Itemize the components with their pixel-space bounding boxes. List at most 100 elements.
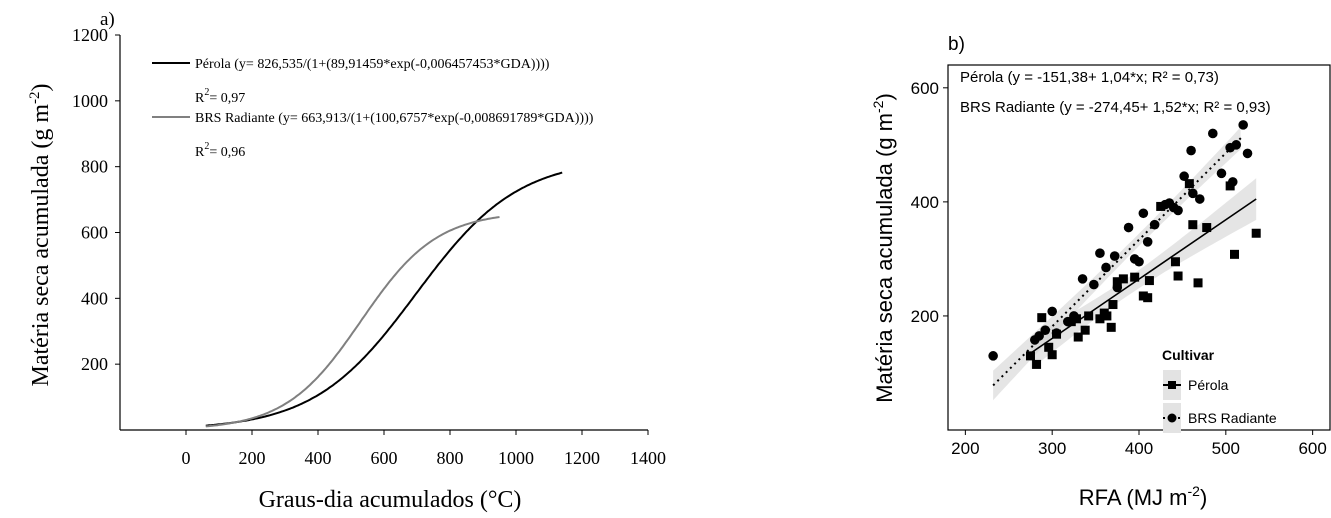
data-point-brs-radiante xyxy=(1089,279,1099,290)
data-point-brs-radiante xyxy=(1242,148,1253,159)
data-point-perola xyxy=(1080,325,1090,335)
data-point-perola xyxy=(1170,257,1180,267)
data-point-perola xyxy=(1106,322,1116,332)
data-point-brs-radiante xyxy=(1238,120,1248,130)
panel-a-x-tick-label: 1000 xyxy=(498,448,534,468)
panel-a-y-tick-label: 1200 xyxy=(72,25,108,45)
panel-b-y-tick-label: 400 xyxy=(911,193,939,212)
panel-a-x-tick-label: 0 xyxy=(182,448,191,468)
series-line-pérola xyxy=(205,171,563,427)
panel-b-x-tick-label: 400 xyxy=(1125,439,1153,458)
data-point-perola xyxy=(1184,179,1194,189)
data-point-brs-radiante xyxy=(1047,306,1057,317)
panel-b-x-tick-label: 200 xyxy=(951,439,979,458)
data-point-brs-radiante xyxy=(1101,262,1111,273)
data-point-brs-radiante xyxy=(1207,128,1218,139)
panel-b-label: b) xyxy=(948,34,965,55)
panel-a-y-tick-label: 400 xyxy=(81,288,108,308)
data-point-perola xyxy=(1112,277,1122,287)
data-point-brs-radiante xyxy=(1179,171,1189,182)
data-point-perola xyxy=(1188,220,1198,230)
data-point-perola xyxy=(1130,272,1140,282)
panel-a-label: a) xyxy=(100,9,115,30)
panel-a-y-tick-label: 200 xyxy=(81,354,108,374)
data-point-perola xyxy=(1144,276,1154,286)
data-point-brs-radiante xyxy=(1112,282,1123,293)
data-point-perola xyxy=(1143,293,1153,303)
panel-a-x-title: Graus-dia acumulados (°C) xyxy=(259,487,522,513)
panel-a-y-title: Matéria seca acumulada (g m-2) xyxy=(27,83,54,386)
data-point-perola xyxy=(1230,249,1239,259)
data-point-perola xyxy=(1047,350,1057,360)
panel-a-legend: Pérola (y= 826,535/(1+(89,91459*exp(-0,0… xyxy=(152,57,594,160)
data-point-brs-radiante xyxy=(1227,177,1238,187)
data-point-brs-radiante xyxy=(1034,331,1044,341)
panel-a-x-tick-label: 1200 xyxy=(564,448,600,468)
panel-b-points xyxy=(988,120,1261,369)
data-point-brs-radiante xyxy=(1109,251,1120,261)
panel-b-y-tick-label: 600 xyxy=(911,79,939,98)
legend-text-radiante: BRS Radiante (y= 663,913/(1+(100,6757*ex… xyxy=(195,111,594,126)
data-point-perola xyxy=(1118,274,1128,284)
data-point-brs-radiante xyxy=(1040,325,1051,335)
panel-a-ticks: 0 200 400 600 800 1000 1200 1400 200 400 600 800 100… xyxy=(72,25,666,468)
panel-b-ticks: 200 300 400 500 600 200 400 600 xyxy=(911,79,1327,458)
legend-key-square-marker xyxy=(1168,381,1176,389)
panel-b-x-tick-label: 300 xyxy=(1038,439,1066,458)
data-point-perola xyxy=(1193,278,1203,288)
panel-b-regression-lines xyxy=(992,135,1257,387)
equation-radiante: BRS Radiante (y = -274,45+ 1,52*x; R² = … xyxy=(960,99,1271,116)
data-point-brs-radiante xyxy=(988,351,998,361)
series-line-brs-radiante xyxy=(205,216,500,428)
data-point-brs-radiante xyxy=(1123,222,1134,233)
panel-b-y-title: Matéria seca acumulada (g m-2) xyxy=(870,93,897,403)
panel-b-legend: Cultivar Pérola BRS Radiante xyxy=(1162,347,1277,433)
panel-b-y-tick-label: 200 xyxy=(911,307,939,326)
data-point-brs-radiante xyxy=(1216,168,1227,179)
legend-item-radiante: BRS Radiante xyxy=(1188,410,1277,426)
panel-b: b) 200 300 400 500 600 200 400 600 Pérola (y = … xyxy=(870,34,1331,510)
panel-b-x-tick-label: 600 xyxy=(1298,439,1326,458)
data-point-brs-radiante xyxy=(1231,140,1242,150)
data-point-brs-radiante xyxy=(1138,208,1149,219)
regression-line-brs-radiante xyxy=(992,135,1244,387)
equation-perola: Pérola (y = -151,38+ 1,04*x; R² = 0,73) xyxy=(960,69,1219,86)
data-point-brs-radiante xyxy=(1194,194,1205,204)
panel-a-series xyxy=(205,171,563,428)
data-point-perola xyxy=(1202,223,1212,233)
legend-title: Cultivar xyxy=(1162,347,1215,363)
data-point-brs-radiante xyxy=(1069,311,1079,321)
panel-a: a) 0 200 400 600 800 1000 1200 1400 200 400 600 800… xyxy=(27,9,666,513)
panel-b-x-tick-label: 500 xyxy=(1212,439,1240,458)
data-point-brs-radiante xyxy=(1134,256,1144,267)
data-point-brs-radiante xyxy=(1051,328,1062,338)
confidence-band-pérola xyxy=(1030,178,1257,370)
data-point-perola xyxy=(1032,359,1042,369)
panel-a-x-tick-label: 1400 xyxy=(630,448,666,468)
legend-r2-radiante: R2= 0,96 xyxy=(195,141,245,160)
panel-a-x-tick-label: 600 xyxy=(371,448,398,468)
data-point-perola xyxy=(1037,313,1047,323)
data-point-perola xyxy=(1251,228,1261,238)
panel-a-x-tick-label: 400 xyxy=(305,448,332,468)
data-point-perola xyxy=(1044,342,1054,352)
data-point-perola xyxy=(1108,300,1118,310)
panel-a-y-tick-label: 800 xyxy=(81,157,108,177)
data-point-perola xyxy=(1095,314,1105,324)
regression-line-pérola xyxy=(1030,198,1257,354)
legend-item-perola: Pérola xyxy=(1188,377,1229,393)
data-point-brs-radiante xyxy=(1149,219,1160,230)
panel-a-y-tick-label: 1000 xyxy=(72,91,108,111)
data-point-perola xyxy=(1102,311,1112,321)
panel-b-x-title: RFA (MJ m-2) xyxy=(1079,483,1208,510)
legend-r2-perola: R2= 0,97 xyxy=(195,87,245,106)
data-point-brs-radiante xyxy=(1077,274,1088,284)
legend-text-perola: Pérola (y= 826,535/(1+(89,91459*exp(-0,0… xyxy=(195,57,550,72)
data-point-perola xyxy=(1025,351,1035,361)
data-point-brs-radiante xyxy=(1095,248,1105,259)
data-point-perola xyxy=(1073,332,1083,342)
data-point-brs-radiante xyxy=(1142,236,1153,247)
data-point-brs-radiante xyxy=(1173,205,1183,216)
data-point-brs-radiante xyxy=(1188,188,1198,199)
